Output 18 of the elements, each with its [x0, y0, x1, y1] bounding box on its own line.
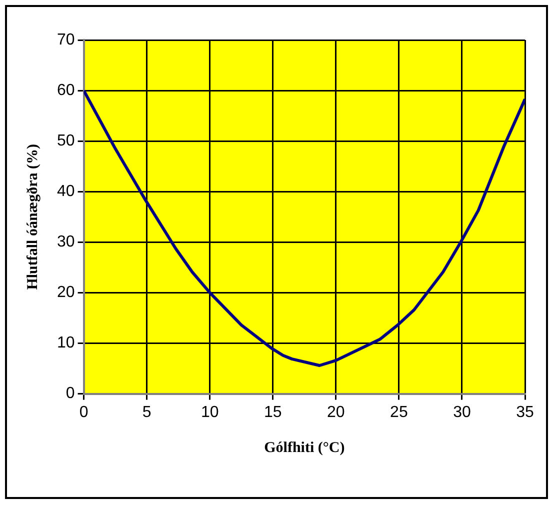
x-tick-label: 5 — [142, 404, 152, 421]
y-axis-title: Hlutfall óánægðra (%) — [24, 144, 41, 290]
y-tick-label: 60 — [57, 82, 75, 99]
y-tick-label: 50 — [57, 132, 75, 150]
x-tick-label: 15 — [264, 404, 282, 421]
x-tick-label: 35 — [516, 404, 534, 421]
x-axis-title: Gólfhiti (°C) — [264, 440, 345, 456]
y-tick-label: 10 — [57, 334, 75, 352]
y-tick-label: 70 — [57, 31, 75, 48]
x-tick-label: 30 — [453, 404, 471, 421]
x-tick-label: 0 — [79, 404, 88, 421]
x-tick-label: 25 — [390, 404, 408, 421]
y-tick-label: 20 — [57, 284, 75, 302]
y-tick-label: 30 — [57, 234, 75, 251]
y-tick-label: 0 — [66, 385, 75, 402]
y-tick-label: 40 — [57, 183, 75, 200]
x-tick-label: 20 — [327, 404, 345, 421]
x-tick-label: 10 — [200, 404, 219, 421]
